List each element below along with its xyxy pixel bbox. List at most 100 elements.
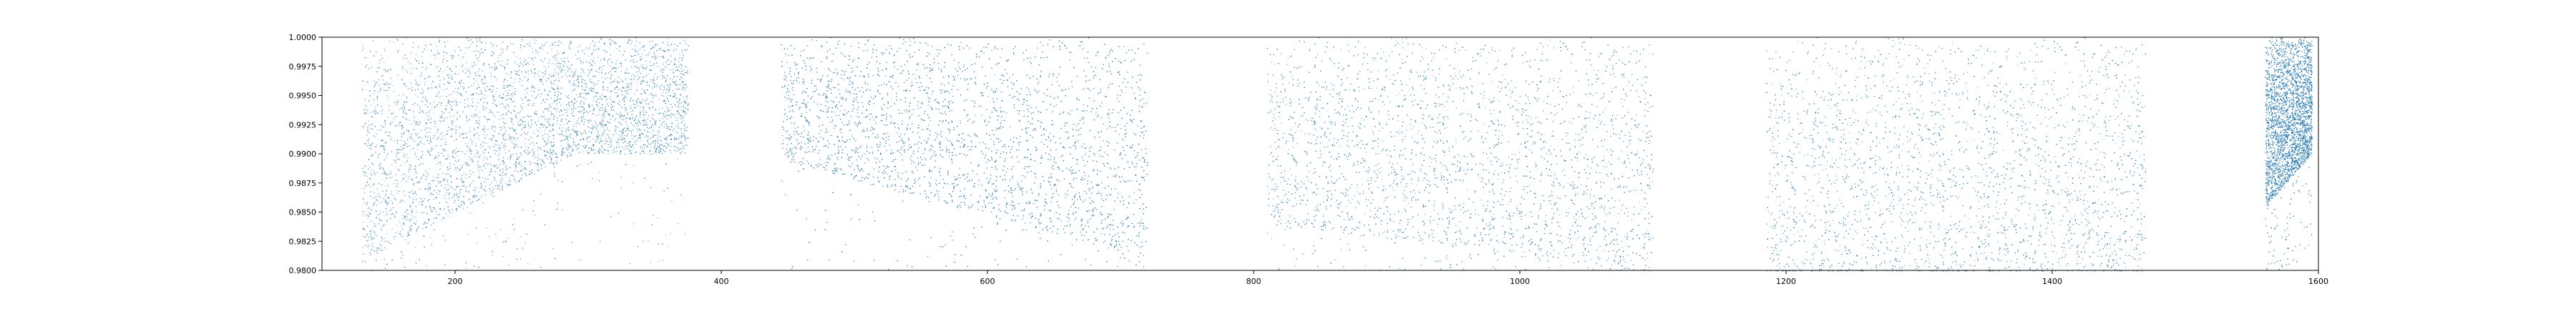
scatter-point (418, 137, 419, 139)
scatter-point (485, 107, 487, 109)
scatter-point (665, 92, 667, 94)
scatter-point (610, 109, 613, 111)
scatter-point (465, 190, 467, 192)
scatter-point (678, 143, 679, 144)
scatter-point (496, 45, 497, 46)
scatter-point (552, 124, 554, 126)
scatter-point (407, 137, 409, 139)
scatter-point (650, 187, 652, 188)
scatter-point (685, 72, 686, 74)
scatter-point (557, 74, 559, 76)
scatter-point (673, 114, 675, 115)
scatter-point (467, 105, 469, 107)
scatter-point (430, 208, 431, 210)
scatter-point (638, 69, 640, 70)
scatter-point (675, 64, 677, 65)
scatter-point (447, 100, 449, 102)
scatter-point (543, 145, 545, 147)
scatter-point (411, 89, 413, 91)
scatter-point (392, 207, 394, 209)
scatter-point (605, 99, 608, 101)
scatter-point (582, 132, 584, 134)
scatter-point (615, 147, 618, 148)
scatter-point (474, 72, 476, 74)
scatter-point (569, 135, 570, 137)
scatter-point (656, 148, 658, 149)
scatter-point (551, 82, 552, 84)
scatter-point (537, 89, 539, 91)
scatter-point (369, 252, 371, 253)
scatter-point (603, 49, 605, 52)
scatter-point (412, 68, 414, 69)
scatter-point (666, 127, 668, 129)
scatter-point (602, 114, 605, 116)
scatter-point (636, 89, 638, 91)
scatter-point (679, 103, 680, 104)
scatter-point (568, 46, 570, 48)
scatter-point (659, 119, 660, 121)
scatter-point (424, 104, 426, 106)
scatter-point (610, 216, 612, 217)
scatter-point (478, 267, 479, 268)
scatter-point (524, 143, 525, 144)
scatter-point (396, 140, 398, 142)
scatter-point (492, 255, 493, 257)
scatter-point (439, 168, 441, 170)
scatter-point (673, 114, 675, 115)
scatter-point (456, 194, 457, 195)
scatter-point (563, 65, 565, 67)
scatter-point (505, 122, 507, 124)
scatter-point (482, 64, 484, 66)
scatter-point (519, 170, 521, 172)
scatter-point (557, 45, 558, 46)
scatter-point (567, 146, 569, 147)
scatter-point (409, 109, 411, 111)
scatter-point (533, 64, 535, 65)
scatter-point (502, 187, 503, 188)
scatter-point (675, 150, 678, 152)
scatter-point (593, 108, 595, 109)
scatter-point (514, 167, 517, 169)
scatter-point (547, 52, 548, 54)
scatter-point (367, 214, 369, 215)
scatter-point (508, 106, 509, 107)
scatter-point (421, 62, 424, 64)
scatter-point (635, 37, 637, 39)
scatter-point (482, 177, 484, 179)
scatter-point (633, 74, 634, 75)
scatter-point (637, 131, 638, 132)
scatter-point (412, 197, 414, 199)
scatter-point (650, 125, 652, 127)
scatter-point (620, 112, 621, 114)
scatter-point (684, 130, 686, 132)
scatter-point (542, 135, 544, 137)
scatter-point (678, 61, 680, 62)
scatter-point (451, 108, 452, 109)
scatter-point (510, 117, 512, 119)
scatter-point (511, 72, 512, 73)
scatter-point (570, 120, 572, 122)
scatter-point (522, 102, 524, 104)
scatter-point (527, 150, 529, 152)
scatter-point (521, 165, 522, 167)
scatter-point (601, 70, 602, 72)
scatter-point (376, 129, 379, 131)
scatter-point (374, 173, 376, 175)
scatter-point (552, 134, 553, 136)
scatter-point (401, 133, 403, 134)
scatter-point (429, 183, 431, 185)
scatter-point (369, 178, 371, 180)
scatter-point (381, 75, 383, 77)
scatter-point (606, 77, 608, 78)
scatter-point (451, 120, 452, 122)
scatter-point (411, 211, 412, 212)
scatter-point (374, 82, 376, 83)
scatter-point (597, 72, 600, 73)
scatter-point (610, 107, 613, 109)
scatter-point (588, 69, 590, 71)
scatter-point (643, 45, 645, 46)
scatter-point (439, 39, 441, 41)
scatter-point (546, 142, 547, 144)
scatter-point (638, 129, 640, 130)
scatter-point (421, 67, 424, 68)
